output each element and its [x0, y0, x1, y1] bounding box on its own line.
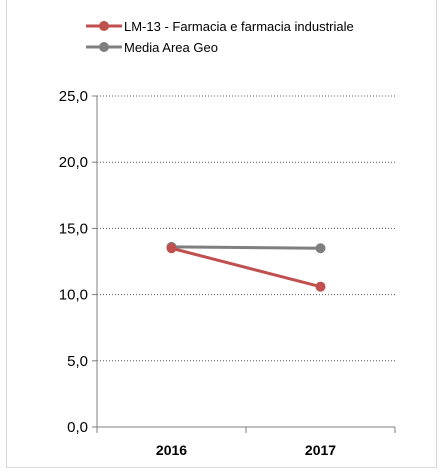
y-tick-label: 5,0 — [67, 353, 88, 370]
x-tick-label: 2017 — [305, 442, 336, 458]
legend-label: LM-13 - Farmacia e farmacia industriale — [124, 19, 354, 34]
legend: LM-13 - Farmacia e farmacia industriale M… — [86, 19, 354, 55]
data-point — [315, 243, 326, 254]
legend-marker — [99, 42, 109, 52]
x-tick-labels: 2016 2017 — [156, 442, 336, 458]
y-tick-label: 20,0 — [59, 154, 88, 171]
y-tick-labels: 0,0 5,0 10,0 15,0 20,0 25,0 — [59, 88, 88, 436]
legend-label: Media Area Geo — [124, 40, 218, 55]
series-line — [170, 246, 322, 289]
chart-frame — [6, 0, 437, 468]
y-tick-label: 25,0 — [59, 88, 88, 105]
data-point — [166, 243, 177, 254]
y-tick-label: 15,0 — [59, 220, 88, 237]
series-line — [170, 245, 322, 250]
data-point — [315, 281, 326, 292]
y-tick-label: 10,0 — [59, 287, 88, 304]
legend-marker — [99, 21, 109, 31]
gridlines — [97, 95, 395, 362]
x-tick-label: 2016 — [156, 442, 187, 458]
series-lines — [166, 241, 326, 292]
y-tick-label: 0,0 — [67, 419, 88, 436]
axes — [92, 95, 396, 433]
